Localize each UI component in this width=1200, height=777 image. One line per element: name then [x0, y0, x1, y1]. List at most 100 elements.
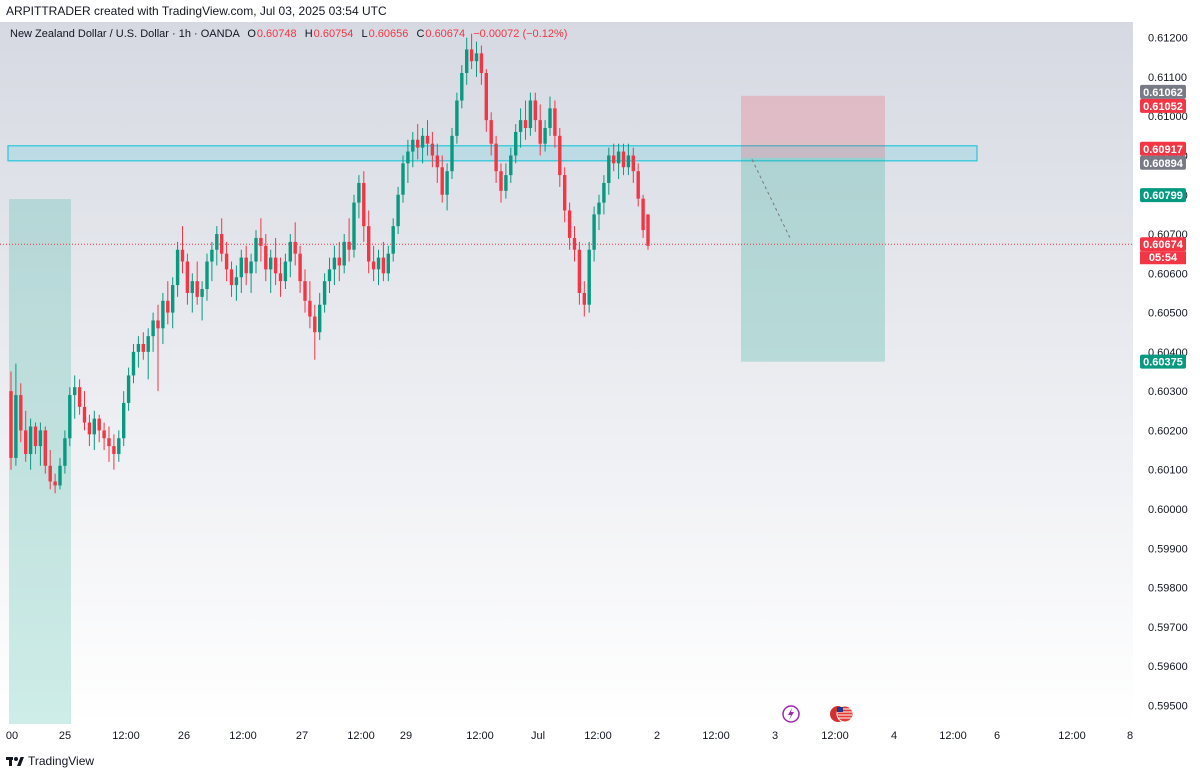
x-tick-label: 12:00: [702, 730, 730, 742]
candle-body: [161, 300, 165, 329]
candle: [553, 100, 557, 148]
open-label: O: [247, 28, 256, 40]
candle: [288, 234, 292, 278]
tradingview-logo[interactable]: TradingView: [6, 754, 94, 768]
x-tick-label: 12:00: [466, 730, 494, 742]
candle: [200, 281, 204, 321]
candle: [558, 127, 562, 187]
candle: [244, 245, 248, 286]
candle-body: [185, 261, 190, 293]
candle: [518, 108, 523, 148]
candle-body: [543, 127, 547, 144]
candle-body: [342, 241, 346, 266]
candle: [298, 245, 302, 293]
candle: [631, 147, 635, 183]
candle-body: [362, 182, 366, 227]
candle: [220, 218, 224, 262]
candle-body: [514, 131, 518, 156]
candle-body: [24, 430, 28, 454]
us-flag-event-icon: [830, 705, 854, 723]
price-badge-bg: [1140, 155, 1186, 170]
candle: [445, 163, 449, 211]
candle: [303, 269, 307, 313]
open-value: 0.60748: [256, 28, 297, 40]
candle-body: [469, 49, 474, 62]
x-tick-label: 3: [772, 730, 778, 742]
candles-group: [9, 33, 650, 494]
price-badge: 0.60894: [1140, 155, 1186, 170]
x-tick-label: 29: [400, 730, 412, 742]
candle: [117, 430, 121, 462]
candle-body: [430, 143, 435, 156]
candle: [386, 245, 390, 282]
candle-body: [597, 202, 601, 215]
candle: [563, 167, 567, 223]
candle: [352, 194, 356, 258]
candle: [465, 37, 469, 85]
stop-loss-zone: [741, 95, 885, 158]
close-value: 0.60674: [425, 28, 466, 40]
price-chart[interactable]: 0.612000.611000.610000.609000.608000.607…: [0, 22, 1200, 746]
candle-body: [435, 155, 439, 168]
price-badge-bg: [1140, 98, 1186, 113]
y-tick-label: 0.60200: [1148, 425, 1188, 437]
price-badge-bg: [1140, 237, 1186, 252]
y-tick-label: 0.59700: [1148, 622, 1188, 634]
candle-body: [288, 241, 292, 262]
price-badge: 0.61062: [1140, 84, 1186, 99]
candle: [224, 241, 229, 282]
candle: [607, 147, 611, 195]
candle-body: [97, 418, 101, 431]
candle: [460, 65, 464, 109]
price-badge-text: 0.61062: [1143, 87, 1183, 99]
candle: [273, 237, 278, 286]
candle: [43, 426, 47, 474]
candle-body: [82, 406, 87, 423]
candle: [357, 175, 361, 219]
candle-body: [318, 304, 322, 333]
x-tick-label: 6: [994, 730, 1000, 742]
projection-line: [751, 159, 791, 239]
candle-body: [646, 214, 650, 246]
candle: [347, 218, 351, 262]
candle: [318, 292, 322, 341]
x-tick-label: 12:00: [584, 730, 612, 742]
candle: [293, 222, 297, 266]
symbol-description: New Zealand Dollar / U.S. Dollar · 1h · …: [10, 28, 240, 40]
candle-body: [107, 438, 111, 447]
candle-body: [406, 151, 410, 164]
candle-body: [180, 249, 185, 262]
candle: [322, 273, 327, 313]
candle: [484, 69, 488, 132]
candle-body: [411, 139, 415, 152]
candle-body: [509, 155, 513, 176]
candle-body: [68, 395, 72, 439]
candle-body: [425, 135, 430, 144]
candle: [332, 245, 337, 286]
x-tick-label: 4: [891, 730, 897, 742]
candle-body: [582, 292, 586, 305]
candle: [215, 226, 219, 266]
candle-body: [303, 281, 307, 301]
candle-body: [112, 446, 116, 454]
chart-area[interactable]: 0.612000.611000.610000.609000.608000.607…: [0, 22, 1200, 746]
candle-body: [175, 249, 180, 286]
y-tick-label: 0.60600: [1148, 268, 1188, 280]
candle-body: [229, 269, 234, 286]
candle: [577, 241, 582, 305]
event-icons: [782, 705, 854, 723]
candle: [229, 261, 234, 297]
candle: [406, 139, 410, 183]
candle: [180, 226, 185, 274]
candle: [234, 265, 239, 301]
candle-body: [460, 72, 464, 101]
candle-body: [572, 237, 577, 250]
candle-body: [73, 387, 77, 396]
candle-body: [141, 344, 145, 352]
candle-body: [136, 344, 141, 352]
chart-attribution: ARPITTRADER created with TradingView.com…: [0, 0, 1200, 22]
resistance-zone: [7, 145, 978, 162]
candle-body: [273, 257, 278, 274]
candle-body: [48, 465, 52, 482]
candle-body: [626, 155, 631, 168]
